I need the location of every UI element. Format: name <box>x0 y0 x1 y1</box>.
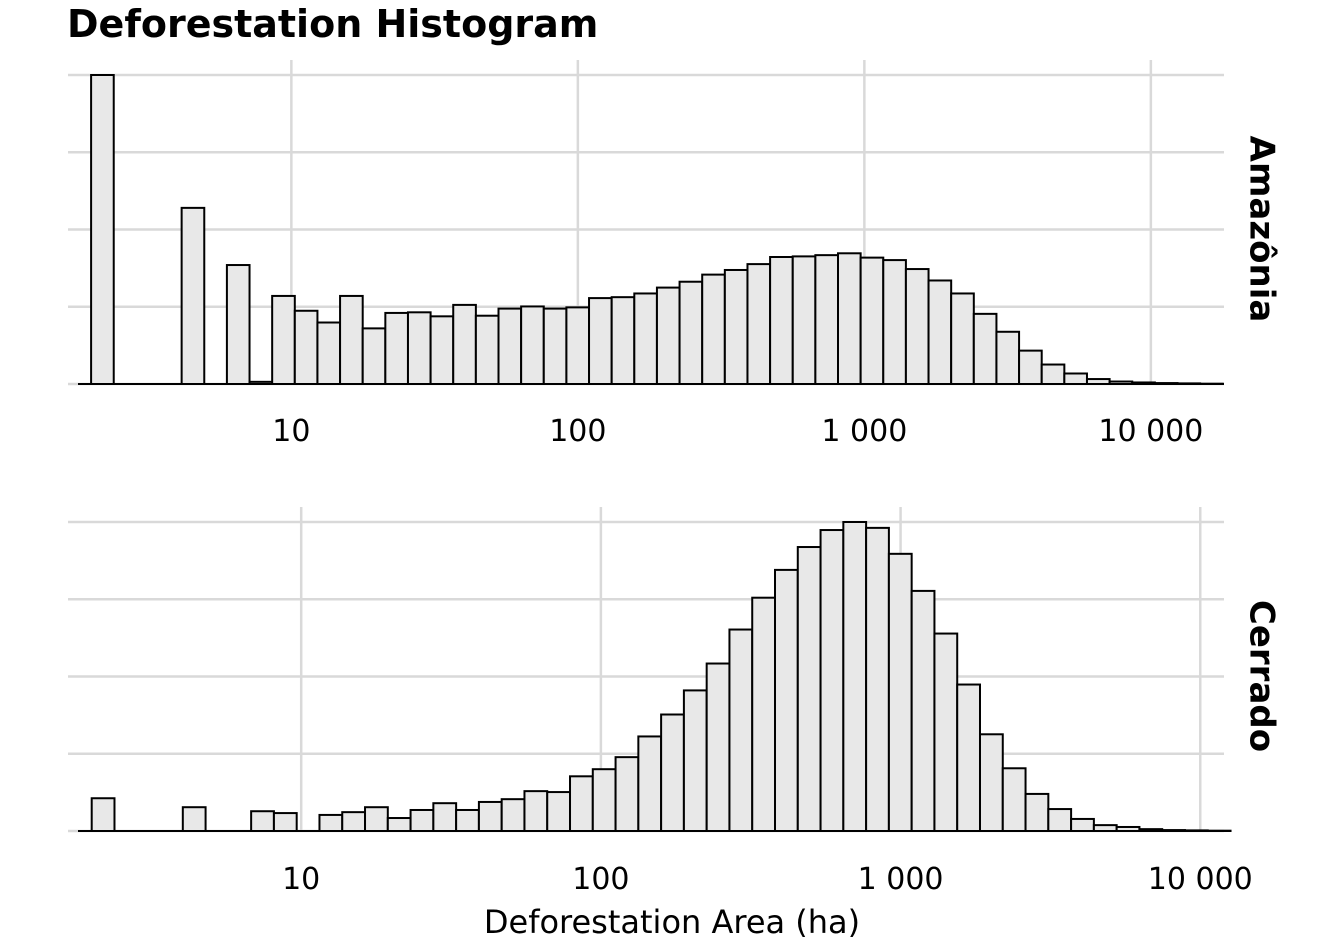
histogram-bar <box>865 526 890 832</box>
histogram-bar <box>910 589 936 832</box>
histogram-bar <box>429 315 455 386</box>
histogram-bar <box>477 800 503 832</box>
histogram-bar <box>341 811 367 833</box>
histogram-bar <box>774 568 799 833</box>
histogram-bar <box>655 286 681 386</box>
histogram-bar <box>819 529 845 832</box>
x-axis-label: Deforestation Area (ha) <box>484 903 860 940</box>
histogram-bar <box>769 256 794 386</box>
histogram-bar <box>225 264 251 385</box>
histogram-bar <box>705 662 731 832</box>
histogram-bar <box>678 280 704 386</box>
chart-title: Deforestation Histogram <box>67 2 598 46</box>
histogram-bar <box>339 294 364 385</box>
histogram-bar <box>972 312 998 385</box>
histogram-bar <box>728 628 754 832</box>
histogram-bar <box>610 296 636 385</box>
histogram-bar <box>361 327 387 386</box>
histogram-bar <box>474 314 500 385</box>
histogram-bar <box>293 309 319 385</box>
histogram-bar <box>452 303 477 385</box>
histogram-bar <box>180 206 206 385</box>
histogram-bar <box>633 292 658 386</box>
facet-strip-label: Cerrado <box>1242 600 1282 752</box>
histogram-bar <box>271 294 296 385</box>
histogram-bar <box>614 756 640 832</box>
histogram-bar <box>1024 792 1050 832</box>
histogram-bar <box>933 632 959 833</box>
histogram-bar <box>497 307 523 386</box>
x-tick-label: 100 <box>549 414 606 449</box>
facet-strip-label: Amazônia <box>1242 136 1282 323</box>
histogram-bar <box>682 689 708 833</box>
histogram-bar <box>591 768 617 833</box>
histogram-bar <box>542 307 568 386</box>
histogram-bar <box>956 683 981 832</box>
histogram-bar <box>316 321 342 386</box>
histogram-bar <box>814 254 840 385</box>
histogram-bar <box>859 256 885 385</box>
histogram-bar <box>406 311 432 386</box>
facet-panel-1: 10 100 1 000 10 000 Amazônia <box>68 60 1282 449</box>
histogram-bar <box>569 775 594 833</box>
histogram-bar <box>904 268 930 385</box>
histogram-bar <box>364 806 389 832</box>
histogram-bar <box>432 802 458 833</box>
histogram-bar <box>882 259 907 385</box>
histogram-bar <box>1063 372 1088 385</box>
histogram-bar <box>837 252 862 385</box>
histogram-bar <box>520 305 545 386</box>
x-tick-label: 1 000 <box>858 862 944 897</box>
facet-panels: 10 100 1 000 10 000 Amazônia 10 100 1 000 10 000… <box>68 60 1282 897</box>
histogram-bar <box>523 790 549 832</box>
histogram-bar <box>455 808 480 832</box>
histogram-bar <box>1047 808 1073 832</box>
histogram-bar <box>1070 817 1095 832</box>
histogram-bar <box>791 255 817 385</box>
histogram-bar <box>384 311 409 385</box>
histogram-bar <box>409 808 435 832</box>
histogram-bar <box>751 596 777 833</box>
histogram-bar <box>746 263 772 385</box>
histogram-bar <box>723 268 749 386</box>
x-tick-label: 10 000 <box>1098 414 1203 449</box>
histogram-bar <box>887 552 913 833</box>
x-tick-label: 10 000 <box>1148 862 1253 897</box>
histogram-bar <box>546 791 572 832</box>
histogram-bar <box>950 292 975 386</box>
histogram-bar <box>272 812 298 833</box>
histogram-bar <box>660 713 685 833</box>
histogram-bar <box>1001 767 1027 833</box>
histogram-bar <box>1040 363 1066 385</box>
histogram-bar <box>995 330 1021 385</box>
histogram-bar <box>637 735 663 832</box>
x-tick-label: 1 000 <box>821 414 907 449</box>
histogram-bar <box>978 733 1004 833</box>
histogram-bar <box>90 797 116 832</box>
x-tick-label: 10 <box>272 414 310 449</box>
histogram-bar <box>250 810 275 832</box>
histogram-bar <box>386 817 412 832</box>
histogram-bar <box>1018 349 1043 385</box>
x-tick-label: 100 <box>572 862 629 897</box>
histogram-bar <box>796 546 822 832</box>
histogram-bar <box>181 806 207 832</box>
histogram-bar <box>701 273 726 386</box>
histogram-bar <box>927 279 953 385</box>
histogram-bar <box>90 74 115 385</box>
histogram-bar <box>842 521 868 832</box>
histogram-bar <box>318 813 344 833</box>
histogram-bar <box>565 306 591 386</box>
facet-panel-2: 10 100 1 000 10 000 Cerrado <box>68 507 1282 897</box>
x-tick-label: 10 <box>282 862 320 897</box>
histogram-bar <box>588 297 613 385</box>
histogram-bar <box>500 798 526 832</box>
